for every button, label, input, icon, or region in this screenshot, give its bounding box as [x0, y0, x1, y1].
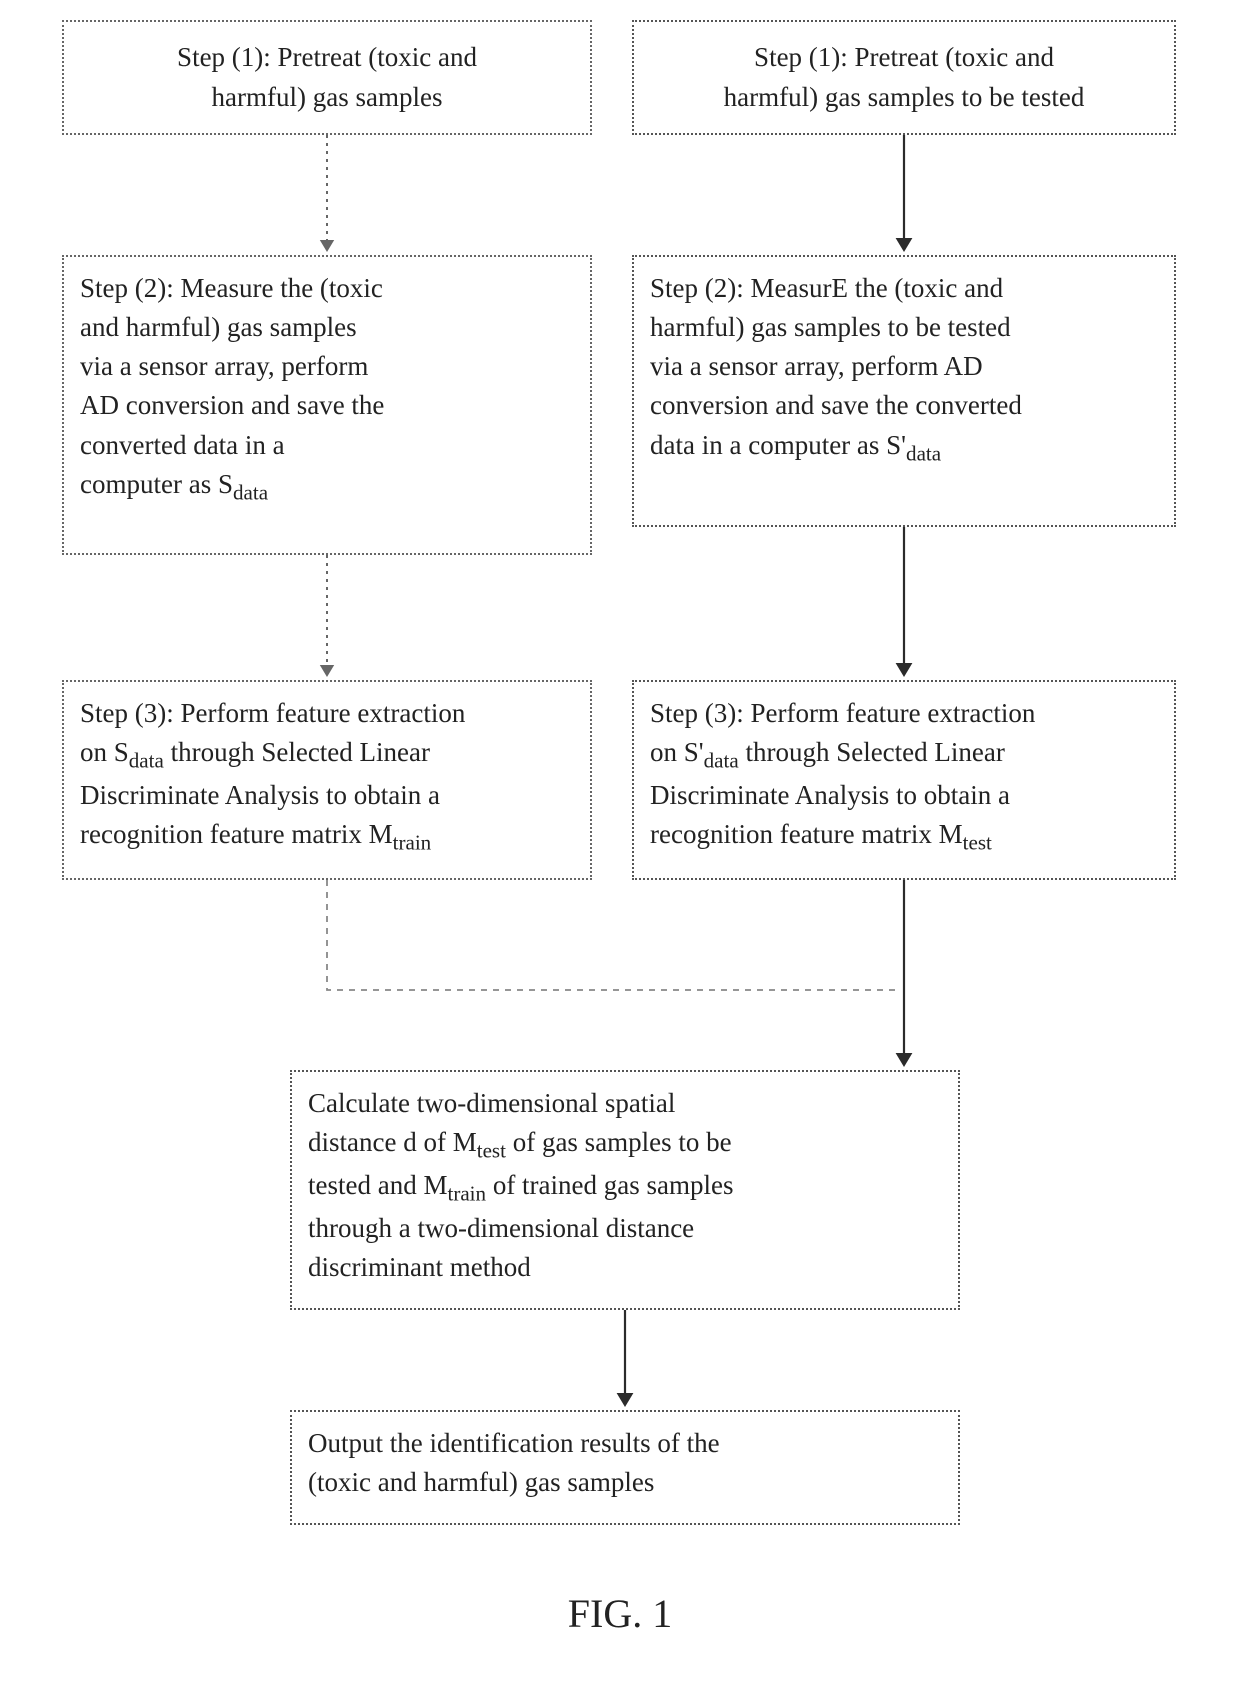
flow-box-test-step2: Step (2): MeasurE the (toxic andharmful)… [632, 255, 1176, 527]
flow-box-test-step1: Step (1): Pretreat (toxic andharmful) ga… [632, 20, 1176, 135]
flow-box-train-step2: Step (2): Measure the (toxicand harmful)… [62, 255, 592, 555]
flow-box-train-step1: Step (1): Pretreat (toxic andharmful) ga… [62, 20, 592, 135]
figure-label: FIG. 1 [0, 1590, 1240, 1637]
flow-box-distance-calc: Calculate two-dimensional spatialdistanc… [290, 1070, 960, 1310]
flow-box-train-step3: Step (3): Perform feature extractionon S… [62, 680, 592, 880]
flow-box-test-step3: Step (3): Perform feature extractionon S… [632, 680, 1176, 880]
flow-box-output-result: Output the identification results of the… [290, 1410, 960, 1525]
